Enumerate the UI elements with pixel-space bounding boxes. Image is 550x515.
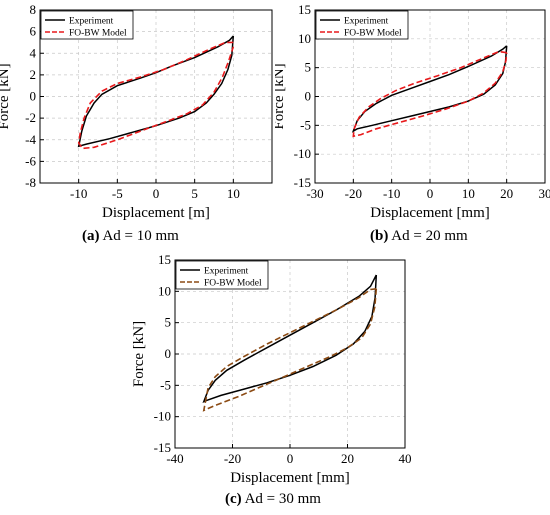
panel-b-y-tick-label: -5 <box>300 117 311 132</box>
panel-c-series-model-line <box>202 288 378 412</box>
panel-a-y-tick-label: -8 <box>25 175 36 190</box>
panel-a-y-tick-label: 6 <box>30 24 37 39</box>
panel-a-legend-label-model: FO-BW Model <box>69 29 127 39</box>
panel-a-y-tick-label: 2 <box>30 67 37 82</box>
panel-b-legend-label-experiment: Experiment <box>344 17 389 27</box>
panel-c-legend-label-model: FO-BW Model <box>204 279 262 289</box>
panel-a-x-tick-label: -5 <box>112 186 123 201</box>
panel-c-x-tick-label: -40 <box>166 451 183 466</box>
panel-c-y-tick-label: 10 <box>158 283 171 298</box>
panel-c-x-tick-label: 40 <box>399 451 412 466</box>
panel-c-y-tick-label: -15 <box>154 440 171 455</box>
chart-c: -40 -20 0 20 40 -15 -10 -5 0 5 10 15 Displacement [m… <box>131 252 412 486</box>
panel-b-y-tick-label: 10 <box>298 31 311 46</box>
panel-b-legend-label-model: FO-BW Model <box>344 29 402 39</box>
panel-b-y-tick-label: 0 <box>305 89 312 104</box>
panel-b-x-tick-label: -30 <box>306 186 323 201</box>
panel-b-y-tick-label: -10 <box>294 146 311 161</box>
panel-c-x-axis-label: Displacement [mm] <box>230 470 350 486</box>
panel-c-legend-label-experiment: Experiment <box>204 267 249 277</box>
caption-c: (c) Ad = 30 mm <box>225 491 321 508</box>
panel-a-legend <box>40 10 134 40</box>
panel-b-x-tick-label: -10 <box>383 186 400 201</box>
panel-b-series-model-line <box>352 50 508 138</box>
panel-c-legend <box>175 260 269 290</box>
panel-a-y-tick-label: 0 <box>30 89 37 104</box>
panel-b-series-experiment-line <box>351 45 508 133</box>
panel-b-y-tick-label: 15 <box>298 2 311 17</box>
caption-a-text: Ad = 10 mm <box>102 228 179 244</box>
panel-a-y-tick-label: -6 <box>25 153 36 168</box>
panel-c-y-tick-label: -10 <box>154 409 171 424</box>
panel-a-x-tick-label: 0 <box>153 186 160 201</box>
panel-b-legend <box>315 10 409 40</box>
panel-a-x-tick-label: -10 <box>70 186 87 201</box>
chart-b: -30 -20 -10 0 10 20 30 -15 -10 -5 0 5 10 15 Displaceme… <box>275 2 550 221</box>
panel-b-y-tick-label: 5 <box>305 60 312 75</box>
panel-c-y-tick-label: 5 <box>165 315 172 330</box>
panel-c-y-tick-label: 0 <box>165 346 172 361</box>
panel-c-x-tick-label: 0 <box>287 451 294 466</box>
caption-c-letter: (c) <box>225 491 242 507</box>
panel-b-x-tick-label: 30 <box>539 186 550 201</box>
panel-c-x-tick-label: 20 <box>341 451 354 466</box>
panel-b-x-tick-label: -20 <box>345 186 362 201</box>
panel-b-y-tick-label: -15 <box>294 175 311 190</box>
caption-c-text: Ad = 30 mm <box>244 491 321 507</box>
panel-a-x-tick-label: 5 <box>191 186 198 201</box>
panel-b-x-tick-label: 10 <box>462 186 475 201</box>
caption-b-text: Ad = 20 mm <box>391 228 468 244</box>
panel-b-y-axis-label: Force [kN] <box>275 63 287 129</box>
panel-a-series-model-line <box>77 41 235 150</box>
caption-b-letter: (b) <box>370 228 389 244</box>
panel-c-y-tick-label: -5 <box>160 377 171 392</box>
panel-a-y-tick-label: -4 <box>25 132 36 147</box>
panel-c-y-tick-label: 15 <box>158 252 171 267</box>
panel-c-x-tick-label: -20 <box>224 451 241 466</box>
panel-b-x-tick-label: 20 <box>500 186 513 201</box>
panel-a-y-tick-label: -2 <box>25 110 36 125</box>
caption-a: (a) Ad = 10 mm <box>82 228 179 245</box>
chart-a: -10 -5 0 5 10 -8 -6 -4 -2 0 2 4 6 8 Displacement [m] Fo… <box>0 2 273 221</box>
panel-a-legend-label-experiment: Experiment <box>69 17 114 27</box>
caption-a-letter: (a) <box>82 228 100 244</box>
panel-b-x-tick-label: 0 <box>427 186 434 201</box>
panel-a-x-tick-label: 10 <box>227 186 240 201</box>
panel-a-y-axis-label: Force [kN] <box>0 63 12 129</box>
panel-a-x-axis-label: Displacement [m] <box>102 205 210 221</box>
panel-a-y-tick-label: 8 <box>30 2 37 17</box>
caption-b: (b) Ad = 20 mm <box>370 228 468 245</box>
panel-a-y-tick-label: 4 <box>30 45 37 60</box>
panel-b-x-axis-label: Displacement [mm] <box>370 205 490 221</box>
panel-c-y-axis-label: Force [kN] <box>131 321 147 387</box>
